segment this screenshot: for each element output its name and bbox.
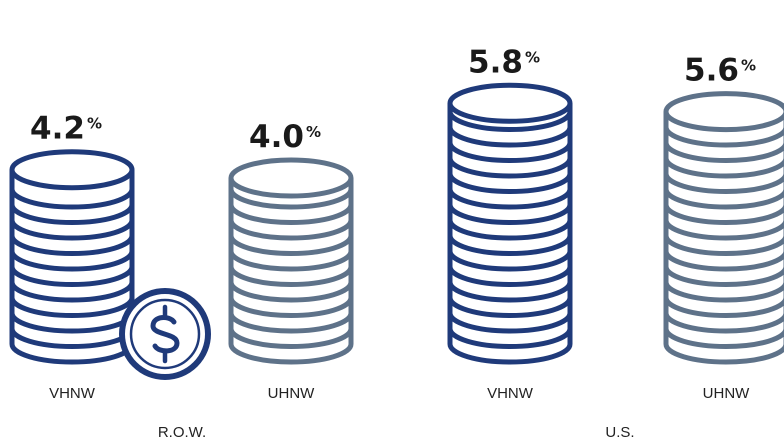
coin-stack-row-vhnw <box>9 149 211 380</box>
coin-edge <box>447 297 573 318</box>
coin-edge <box>447 173 573 194</box>
group-label: U.S. <box>605 424 634 441</box>
stack-body <box>663 111 784 365</box>
coin-edge <box>663 266 784 287</box>
coin-edge <box>447 250 573 272</box>
dollar-coin-icon <box>119 288 211 380</box>
value-label: 4.0% <box>249 119 321 155</box>
coin-edge <box>447 266 573 287</box>
coin-edge <box>9 235 135 256</box>
coin-edge <box>9 297 135 318</box>
coin-edge <box>9 250 135 272</box>
coin-top <box>9 149 135 191</box>
coin-edge <box>663 157 784 179</box>
coin-top <box>663 91 784 133</box>
coin-edge <box>447 188 573 210</box>
coin-edge <box>663 188 784 210</box>
coin-edge <box>228 297 354 318</box>
value-label: 4.2% <box>30 111 102 147</box>
coin-top <box>228 157 354 199</box>
category-label: UHNW <box>703 385 750 402</box>
coin-edge <box>9 281 135 303</box>
coin-edge <box>663 204 784 225</box>
coin-edge <box>9 266 135 287</box>
coin-edge <box>228 204 354 225</box>
coin-edge <box>447 219 573 241</box>
coin-edge <box>228 235 354 256</box>
coin-edge <box>663 297 784 318</box>
stack-body <box>228 178 354 365</box>
category-label: VHNW <box>487 385 534 402</box>
coin-edge <box>447 111 573 132</box>
coin-stack-row-uhnw <box>228 157 354 365</box>
coin-edge <box>228 312 354 334</box>
coin-edge <box>9 204 135 225</box>
value-label: 5.8% <box>468 44 540 80</box>
value-label: 5.6% <box>684 53 756 89</box>
coin-edge <box>447 281 573 303</box>
coin-edge <box>447 235 573 256</box>
coin-edge <box>663 328 784 349</box>
coin-edge <box>228 266 354 287</box>
coin-edge <box>228 188 354 210</box>
coin-edge <box>228 281 354 303</box>
coin-edge <box>663 142 784 163</box>
coin-edge <box>228 219 354 241</box>
coin-edge <box>663 312 784 334</box>
coin-edge <box>447 126 573 148</box>
coin-edge <box>447 328 573 349</box>
coin-edge <box>447 204 573 225</box>
coin-edge <box>663 281 784 303</box>
coin-edge <box>228 250 354 272</box>
coin-top <box>447 82 573 124</box>
coin-edge <box>663 219 784 241</box>
coin-edge <box>447 312 573 334</box>
category-label: VHNW <box>49 385 96 402</box>
category-label: UHNW <box>268 385 315 402</box>
group-label: R.O.W. <box>158 424 206 441</box>
coin-edge <box>447 142 573 163</box>
coin-edge <box>9 188 135 210</box>
coin-edge <box>9 219 135 241</box>
coin-edge <box>663 250 784 272</box>
stack-body <box>447 103 573 365</box>
coin-stack-us-uhnw <box>663 91 784 365</box>
coin-edge <box>447 157 573 179</box>
coin-edge <box>663 173 784 194</box>
coin-edge <box>663 126 784 148</box>
coin-edge <box>228 328 354 349</box>
coin-edge <box>663 235 784 256</box>
coin-stack-us-vhnw <box>447 82 573 365</box>
